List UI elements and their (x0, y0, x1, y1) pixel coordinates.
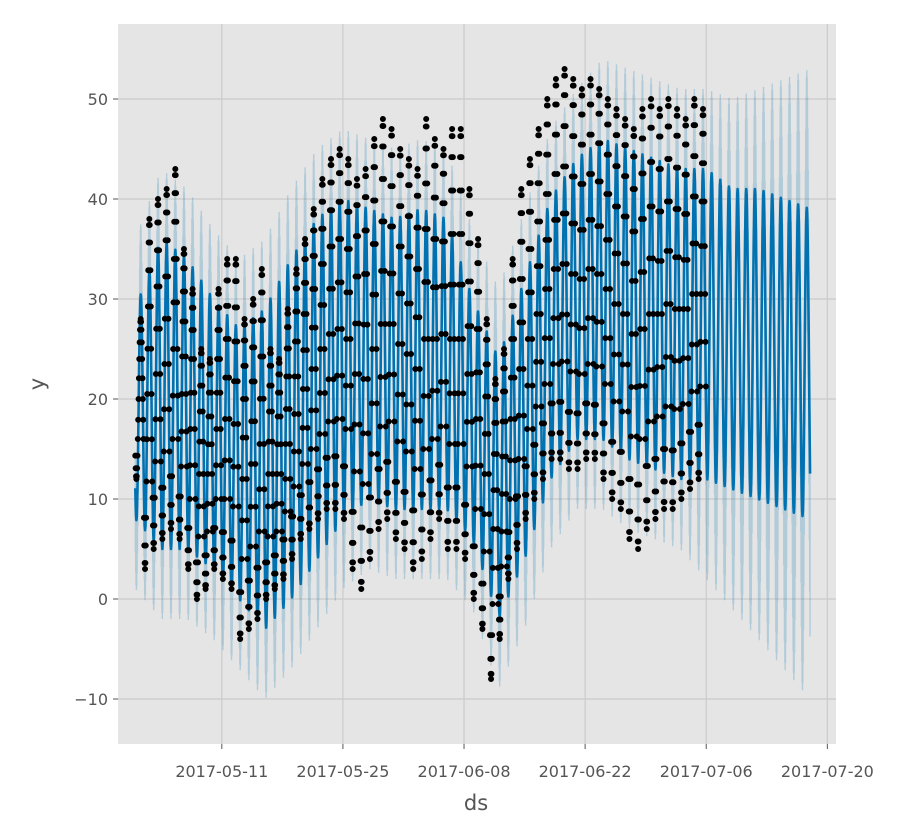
observed-points (132, 66, 709, 682)
x-tick-label: 2017-07-06 (660, 762, 753, 781)
y-tick-label: 40 (88, 190, 108, 209)
x-tick-label: 2017-07-20 (781, 762, 874, 781)
y-tick-label: 20 (88, 390, 108, 409)
x-tick-label: 2017-06-22 (539, 762, 632, 781)
x-tick-label: 2017-06-08 (418, 762, 511, 781)
x-axis-label: ds (464, 791, 488, 815)
observed-series (132, 66, 709, 682)
x-axis-ticks: 2017-05-11 2017-05-25 2017-06-08 2017-06-22… (175, 744, 874, 781)
y-tick-label: 10 (88, 490, 108, 509)
y-tick-label: −10 (74, 690, 108, 709)
y-tick-label: 50 (88, 90, 108, 109)
y-axis-label: y (25, 378, 49, 390)
y-tick-label: 30 (88, 290, 108, 309)
x-tick-label: 2017-05-25 (296, 762, 389, 781)
y-tick-label: 0 (98, 590, 108, 609)
x-tick-label: 2017-05-11 (175, 762, 268, 781)
forecast-series (134, 139, 812, 630)
y-axis-ticks: −10 0 10 20 30 40 50 (74, 90, 118, 709)
forecast-line (134, 139, 812, 630)
